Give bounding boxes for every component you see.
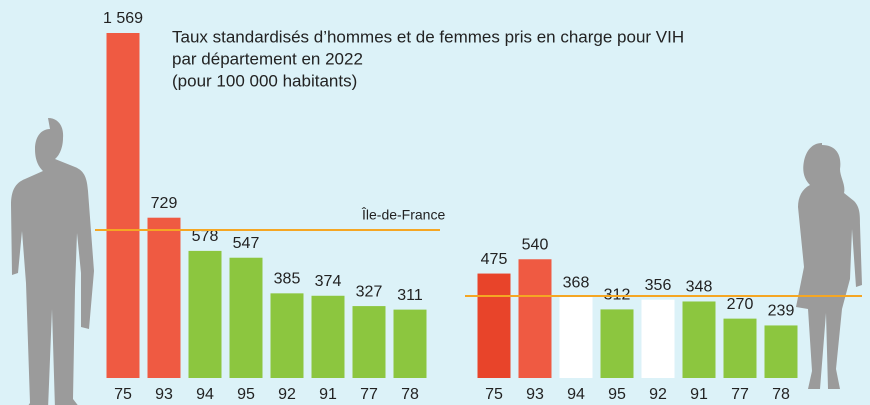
value-label: 1 569: [103, 10, 143, 27]
bar: [271, 293, 304, 378]
value-label: 729: [151, 195, 178, 212]
value-label: 368: [563, 274, 590, 291]
x-tick-label: 91: [319, 386, 337, 403]
bar: [478, 274, 511, 378]
bar: [642, 300, 675, 378]
value-label: 356: [645, 277, 672, 294]
value-label: 547: [233, 235, 260, 252]
bar: [189, 251, 222, 378]
bar: [394, 310, 427, 378]
x-tick-label: 94: [567, 386, 585, 403]
bar: [519, 259, 552, 378]
chart-title: (pour 100 000 habitants): [172, 71, 357, 90]
bar: [683, 301, 716, 378]
bar: [353, 306, 386, 378]
value-label: 540: [522, 236, 549, 253]
x-tick-label: 78: [401, 386, 419, 403]
value-label: 348: [686, 279, 713, 296]
value-label: 374: [315, 273, 342, 290]
chart-title: par département en 2022: [172, 49, 363, 68]
x-tick-label: 75: [114, 386, 132, 403]
x-tick-label: 92: [278, 386, 296, 403]
bar: [312, 296, 345, 378]
value-label: 327: [356, 283, 383, 300]
value-label: 475: [481, 251, 508, 268]
x-tick-label: 94: [196, 386, 214, 403]
bar: [230, 258, 263, 378]
chart: Taux standardisés d’hommes et de femmes …: [0, 0, 870, 405]
x-tick-label: 93: [155, 386, 173, 403]
x-tick-label: 95: [237, 386, 255, 403]
x-tick-label: 91: [690, 386, 708, 403]
value-label: 311: [397, 287, 423, 304]
x-tick-label: 75: [485, 386, 503, 403]
bar: [765, 325, 798, 378]
value-label: 239: [768, 303, 795, 320]
reference-label: Île-de-France: [361, 207, 445, 223]
bar: [560, 297, 593, 378]
chart-title: Taux standardisés d’hommes et de femmes …: [172, 27, 684, 46]
x-tick-label: 92: [649, 386, 667, 403]
bar: [148, 218, 181, 378]
value-label: 385: [274, 271, 301, 288]
x-tick-label: 95: [608, 386, 626, 403]
bar: [107, 33, 140, 378]
x-tick-label: 78: [772, 386, 790, 403]
bar: [601, 309, 634, 378]
x-tick-label: 93: [526, 386, 544, 403]
x-tick-label: 77: [731, 386, 749, 403]
x-tick-label: 77: [360, 386, 378, 403]
value-label: 270: [727, 296, 754, 313]
bar: [724, 319, 757, 378]
